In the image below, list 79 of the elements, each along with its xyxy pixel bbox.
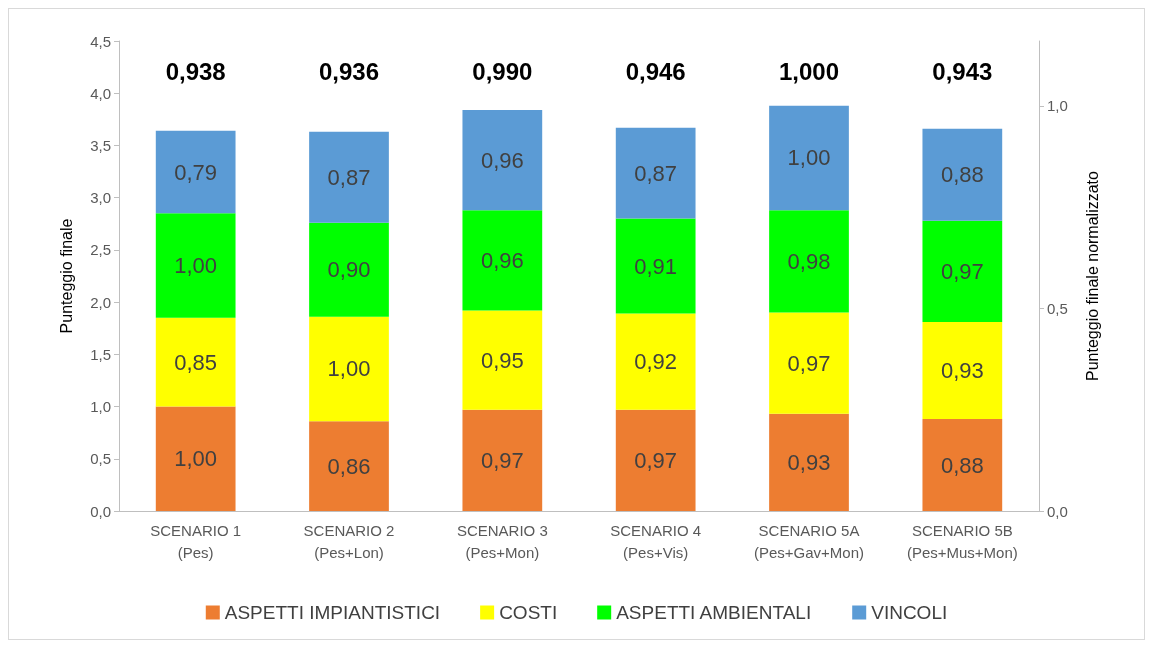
bar bbox=[922, 419, 1003, 511]
legend-label: ASPETTI AMBIENTALI bbox=[616, 602, 812, 623]
legend-label: VINCOLI bbox=[871, 602, 948, 623]
data-label: 0,86 bbox=[327, 453, 371, 479]
bar bbox=[462, 409, 543, 511]
bar bbox=[615, 127, 696, 219]
data-label: 0,88 bbox=[940, 162, 984, 188]
bar bbox=[462, 310, 543, 410]
data-label: 0,88 bbox=[940, 452, 984, 478]
y-tick-label: 4,5 bbox=[90, 32, 111, 50]
bar bbox=[155, 406, 236, 511]
annotation: 0,943 bbox=[932, 57, 993, 85]
data-label: 0,90 bbox=[327, 257, 371, 283]
data-label: 0,96 bbox=[480, 247, 524, 273]
y-tick-label: 2,5 bbox=[90, 241, 111, 259]
y-tick-label: 3,0 bbox=[90, 189, 111, 207]
data-label: 0,95 bbox=[480, 347, 524, 373]
annotation: 0,938 bbox=[165, 57, 226, 85]
annotation: 1,000 bbox=[778, 57, 840, 85]
y-tick-label: 0,5 bbox=[90, 450, 111, 468]
data-label: 0,79 bbox=[174, 159, 218, 185]
annotation: 0,946 bbox=[625, 57, 686, 85]
y2-tick-label: 1,0 bbox=[1047, 97, 1068, 115]
y2-tick-label: 0,0 bbox=[1047, 502, 1068, 520]
annotation: 0,936 bbox=[318, 57, 380, 85]
bar bbox=[769, 210, 849, 313]
data-label: 0,97 bbox=[634, 447, 678, 473]
y-tick-label: 4,0 bbox=[90, 84, 111, 102]
data-label: 0,92 bbox=[634, 349, 678, 375]
data-label: 1,00 bbox=[174, 446, 218, 472]
bar bbox=[922, 321, 1003, 420]
y-axis-title: Punteggio finale bbox=[57, 218, 75, 334]
bar bbox=[309, 316, 389, 422]
data-label: 0,93 bbox=[787, 449, 831, 475]
bar bbox=[769, 413, 849, 511]
bar bbox=[922, 220, 1003, 322]
x-tick-label: SCENARIO 2 (Pes+Lon) bbox=[303, 521, 395, 561]
x-tick-label: SCENARIO 3 (Pes+Mon) bbox=[456, 521, 548, 561]
data-label: 0,87 bbox=[327, 164, 371, 190]
data-label: 0,97 bbox=[940, 258, 984, 284]
data-label: 0,91 bbox=[634, 253, 678, 279]
bar bbox=[769, 312, 849, 414]
y2-tick-label: 0,5 bbox=[1047, 299, 1068, 317]
y-tick-label: 1,0 bbox=[90, 398, 111, 416]
bar bbox=[615, 313, 696, 410]
x-tick-label: SCENARIO 4 (Pes+Vis) bbox=[610, 521, 702, 561]
data-label: 0,93 bbox=[940, 358, 984, 384]
bar bbox=[615, 218, 696, 314]
data-label: 0,87 bbox=[634, 160, 678, 186]
bar bbox=[922, 128, 1003, 221]
data-label: 0,97 bbox=[480, 447, 524, 473]
data-label: 1,00 bbox=[174, 253, 218, 279]
bar bbox=[155, 317, 236, 407]
bar bbox=[155, 213, 236, 318]
legend-label: COSTI bbox=[499, 602, 558, 623]
data-label: 0,97 bbox=[787, 350, 831, 376]
y-tick-label: 0,0 bbox=[90, 502, 111, 520]
bar bbox=[615, 409, 696, 511]
bar bbox=[462, 210, 543, 311]
bar bbox=[309, 421, 389, 511]
data-label: 0,96 bbox=[480, 147, 524, 173]
data-label: 1,00 bbox=[787, 145, 831, 171]
y-tick-label: 1,5 bbox=[90, 345, 111, 363]
annotation: 0,990 bbox=[472, 57, 533, 85]
y-tick-label: 3,5 bbox=[90, 136, 111, 154]
data-label: 0,85 bbox=[174, 349, 218, 375]
x-tick-label: SCENARIO 1 (Pes) bbox=[150, 521, 242, 561]
data-label: 1,00 bbox=[327, 356, 371, 382]
x-tick-label: SCENARIO 5A (Pes+Gav+Mon) bbox=[753, 521, 865, 561]
y-tick-label: 2,0 bbox=[90, 293, 111, 311]
bar bbox=[309, 222, 389, 317]
y2-axis-title: Punteggio finale normalizzato bbox=[1083, 170, 1101, 381]
bar bbox=[462, 109, 543, 211]
legend-label: ASPETTI IMPIANTISTICI bbox=[224, 602, 441, 623]
bar bbox=[309, 131, 389, 223]
bar bbox=[155, 130, 236, 214]
data-label: 0,98 bbox=[787, 248, 831, 274]
x-tick-label: SCENARIO 5B (Pes+Mus+Mon) bbox=[906, 521, 1018, 561]
bar bbox=[769, 105, 849, 211]
